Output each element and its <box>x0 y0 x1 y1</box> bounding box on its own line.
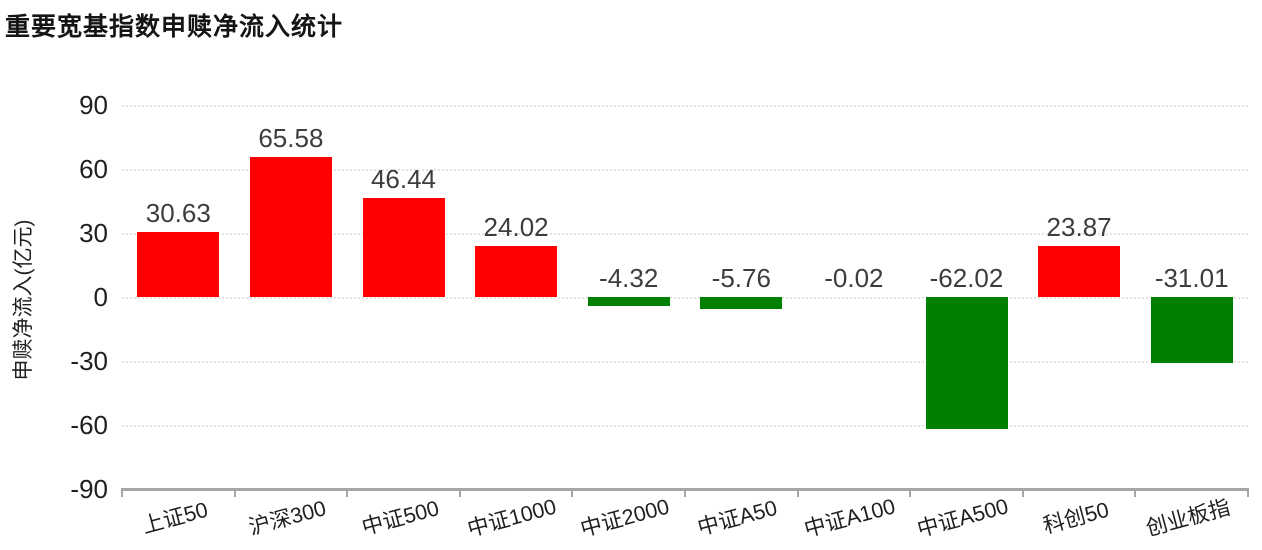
bar-中证A500 <box>925 297 1008 430</box>
bar-value-label: -62.02 <box>929 263 1004 293</box>
bar-value-label: 23.87 <box>1046 212 1112 243</box>
bar-创业板指 <box>1150 297 1233 364</box>
x-tick-label-中证500: 中证500 <box>358 496 442 540</box>
bar-value-label: 46.44 <box>370 163 437 194</box>
bar-value-label: -0.02 <box>824 263 884 293</box>
x-tick-label-中证A100: 中证A100 <box>801 494 898 542</box>
x-axis-tick <box>233 490 236 497</box>
bar-value-label: 24.02 <box>483 211 549 242</box>
y-tick-label: -30 <box>70 346 108 376</box>
x-tick-label-科创50: 科创50 <box>1040 497 1112 539</box>
x-tick-label-中证A50: 中证A50 <box>695 495 780 541</box>
y-tick-label: 30 <box>79 218 108 248</box>
x-axis-tick <box>684 490 686 497</box>
x-tick-label-中证1000: 中证1000 <box>464 494 559 542</box>
y-axis-title: 申赎净流入(亿元) <box>12 219 35 381</box>
y-tick-label: -60 <box>70 410 108 440</box>
bar-value-label: -31.01 <box>1154 263 1229 293</box>
bar-value-label: 30.63 <box>145 197 211 228</box>
y-tick-label: 0 <box>93 282 108 312</box>
x-tick-label-中证A500: 中证A500 <box>914 494 1011 542</box>
x-tick-label-创业板指: 创业板指 <box>1143 495 1233 541</box>
x-tick-label-上证50: 上证50 <box>139 497 211 539</box>
bar-中证A50 <box>700 297 783 310</box>
x-axis-line <box>121 488 1249 491</box>
x-axis-tick <box>1134 490 1137 497</box>
x-axis-tick <box>571 490 574 497</box>
bar-value-label: -5.76 <box>711 263 771 293</box>
gridline--60 <box>122 425 1248 427</box>
x-axis-tick <box>121 490 123 497</box>
bar-中证500 <box>362 197 445 297</box>
x-tick-label-中证2000: 中证2000 <box>577 494 672 542</box>
y-tick-label: 90 <box>79 90 108 120</box>
bar-value-label: -4.32 <box>599 263 659 293</box>
y-tick-label: -90 <box>70 474 108 504</box>
gridline-0 <box>122 297 1248 299</box>
bar-科创50 <box>1038 246 1121 297</box>
y-tick-label: 60 <box>79 154 108 184</box>
plot-area: 90 60 30 0 -30 -60 -90 30.63 上证50 65.58 沪深300 46.44… <box>70 90 1249 542</box>
bar-上证50 <box>137 231 220 297</box>
bar-value-label: 65.58 <box>258 123 324 154</box>
chart-title: 重要宽基指数申赎净流入统计 <box>5 13 344 41</box>
gridline--30 <box>122 361 1248 363</box>
x-axis-tick <box>1021 490 1024 497</box>
x-axis-tick <box>909 490 912 497</box>
x-axis-tick <box>346 490 349 497</box>
bar-中证2000 <box>587 297 670 307</box>
bar-中证1000 <box>475 245 558 297</box>
bar-沪深300 <box>249 157 332 297</box>
x-axis-tick <box>796 490 799 497</box>
gridline-90 <box>122 105 1248 107</box>
x-axis-tick <box>1247 490 1249 497</box>
x-tick-label-沪深300: 沪深300 <box>246 496 329 540</box>
x-axis-tick <box>458 490 461 497</box>
gridline-30 <box>122 233 1248 235</box>
gridline-60 <box>122 169 1248 171</box>
